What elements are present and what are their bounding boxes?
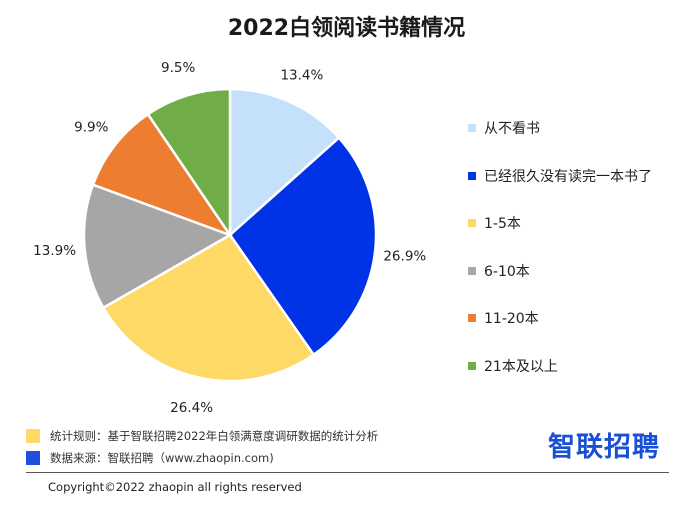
pie-data-label: 13.4% [280,67,323,83]
pie-slice [91,112,234,238]
chart-title: 2022白领阅读书籍情况 [227,16,466,41]
note-rule-marker [26,429,40,443]
footer-notes: 统计规则：基于智联招聘2022年白领满意度调研数据的统计分析 数据来源：智联招聘… [26,426,378,470]
legend-label: 已经很久没有读完一本书了 [484,168,652,185]
pie-slice [228,87,341,238]
legend-item: 1-5本 [468,211,652,235]
note-rule: 统计规则：基于智联招聘2022年白领满意度调研数据的统计分析 [26,426,378,446]
pie-data-label: 9.9% [74,120,108,136]
pie-data-label: 13.9% [33,243,76,259]
pie-chart: 13.4% 26.9% 26.4% 13.9% 9.9% 9.5% [33,60,426,416]
note-source: 数据来源：智联招聘（www.zhaopin.com) [26,448,378,468]
note-source-marker [26,451,40,465]
legend-item: 已经很久没有读完一本书了 [468,164,652,188]
pie-data-label: 26.4% [170,400,213,416]
legend-swatch [468,171,476,180]
note-source-text: 数据来源：智联招聘（www.zhaopin.com) [50,451,274,465]
legend-swatch [468,361,476,370]
brand-logo: 智联招聘 [548,432,660,463]
legend-item: 21本及以上 [468,354,652,378]
legend-label: 从不看书 [484,121,540,137]
legend-label: 6-10本 [484,263,530,280]
pie-slice [101,233,316,383]
pie-slice [146,87,232,240]
pie-data-label: 26.9% [383,248,426,264]
legend-swatch [468,266,476,275]
legend-label: 1-5本 [484,216,521,232]
legend-item: 从不看书 [468,116,652,140]
pie-slice [228,135,378,357]
note-rule-text: 统计规则：基于智联招聘2022年白领满意度调研数据的统计分析 [50,429,379,443]
legend-item: 6-10本 [468,259,652,283]
pie-slice [82,183,233,310]
legend-item: 11-20本 [468,306,652,330]
pie-data-label: 9.5% [161,60,195,76]
legend-label: 21本及以上 [484,358,558,375]
legend-swatch [468,124,476,132]
chart-legend: 从不看书 已经很久没有读完一本书了 1-5本 6-10本 11-20本 21本及… [468,116,652,401]
legend-swatch [468,219,476,227]
footer-divider [26,472,669,473]
legend-label: 11-20本 [484,311,539,327]
legend-swatch [468,314,476,322]
copyright-text: Copyright©2022 zhaopin all rights reserv… [48,480,302,494]
